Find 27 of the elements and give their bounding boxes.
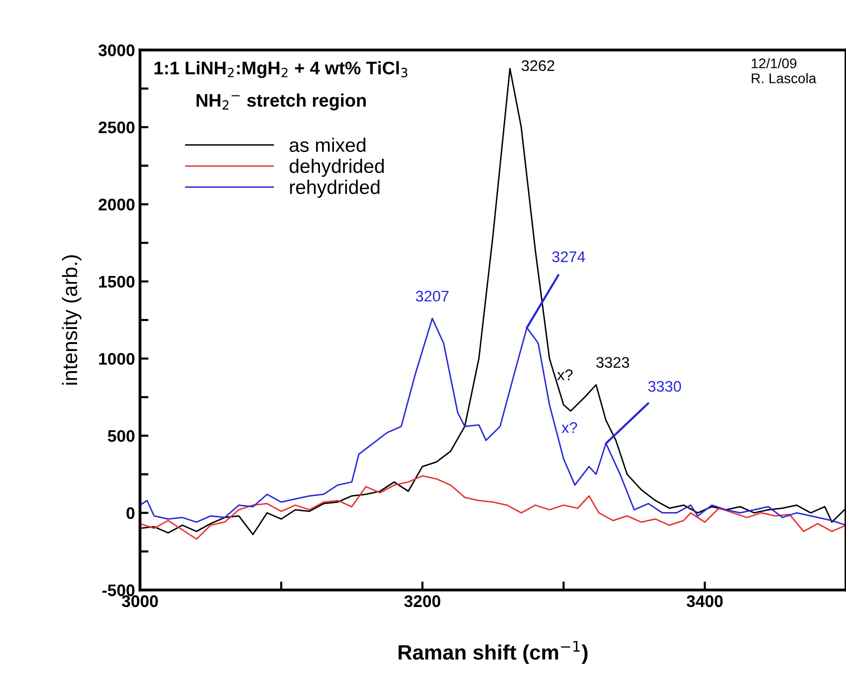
x-axis-title: Raman shift (cm$^{−1}$) [398,640,588,664]
y-tick-label: 1500 [99,276,134,288]
y-tick-label: 2000 [98,198,134,210]
y-tick-label: 500 [108,430,134,442]
x-tick-label: 3400 [686,595,723,608]
y-tick-label: 0 [126,507,134,520]
y-tick-label: -500 [102,584,134,596]
y-axis-title: intensity (arb.) [62,255,82,385]
annotation: 3323 [596,357,630,368]
x-tick-label: 3000 [122,595,158,608]
annotation: x? [562,422,578,433]
annotation: 3262 [522,60,554,72]
line-series [140,475,846,540]
legend-label: as mixed [290,138,366,152]
text: 1:1 LiNH$_{2}$:MgH$_{2}$ + 4 wt% TiCl$_{3}$ [154,61,408,78]
legend-label: rehydrided [290,180,380,198]
annotation: 3207 [416,290,449,302]
x-tick-label: 3200 [404,595,440,608]
annotation: x? [557,369,573,380]
y-tick-label: 2500 [98,122,134,134]
annotation: 12/1/09 R. Lascola [752,58,816,84]
legend-label: dehydrided [290,158,384,177]
y-tick-label: 3000 [98,44,134,56]
annotation: 3330 [648,380,682,392]
y-tick-label: 1000 [99,352,134,365]
annotation: 3274 [552,251,586,262]
text: NH$_{2}$$^{−}$ stretch region [196,94,366,110]
